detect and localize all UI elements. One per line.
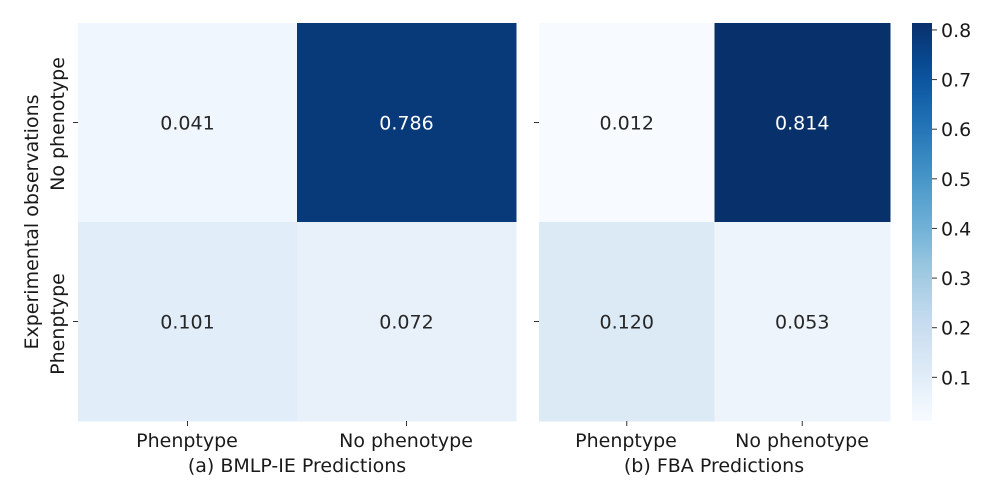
cell-value-label: 0.053 xyxy=(775,312,829,334)
heatmap-cell xyxy=(297,23,517,223)
colorbar-tick-label: 0.4 xyxy=(941,218,971,240)
cell-value-label: 0.120 xyxy=(600,312,654,334)
heatmap-cell xyxy=(539,23,715,223)
cell-value-label: 0.101 xyxy=(160,312,214,334)
y-axis-label: Experimental observations xyxy=(21,94,43,349)
colorbar-tick-label: 0.7 xyxy=(941,70,971,92)
cell-value-label: 0.012 xyxy=(600,113,654,135)
colorbar-tick-label: 0.1 xyxy=(941,367,971,389)
heatmap-cell xyxy=(714,222,891,422)
x-tick-label-no-phenotype: No phenotype xyxy=(339,430,473,452)
panel-fba: 0.012 0.814 0.120 0.053 Phenptype No phenot… xyxy=(534,23,891,477)
colorbar-tick-label: 0.8 xyxy=(941,20,971,42)
colorbar: 0.1 0.2 0.3 0.4 0.5 0.6 0.7 0.8 xyxy=(912,20,971,421)
x-tick-label-phenptype: Phenptype xyxy=(575,430,677,452)
cell-value-label: 0.814 xyxy=(775,113,829,135)
heatmap-cell xyxy=(714,23,891,223)
x-tick-label-no-phenotype: No phenotype xyxy=(735,430,869,452)
colorbar-gradient xyxy=(912,23,932,421)
panel-bmlp-ie: 0.041 0.786 0.101 0.072 No phenotype Phenpt… xyxy=(21,23,517,477)
x-axis-label-a: (a) BMLP-IE Predictions xyxy=(188,455,406,477)
y-tick-label-no-phenotype: No phenotype xyxy=(47,57,69,191)
colorbar-tick-label: 0.6 xyxy=(941,119,971,141)
x-tick-label-phenptype: Phenptype xyxy=(136,430,238,452)
cell-value-label: 0.072 xyxy=(379,312,433,334)
colorbar-tick-label: 0.3 xyxy=(941,268,971,290)
colorbar-tick-label: 0.5 xyxy=(941,169,971,191)
x-axis-label-b: (b) FBA Predictions xyxy=(624,455,804,477)
colorbar-tick-label: 0.2 xyxy=(941,318,971,340)
y-tick-label-phenptype: Phenptype xyxy=(47,273,69,375)
heatmap-cell xyxy=(78,23,298,223)
heatmap-cell xyxy=(539,222,715,422)
heatmap-cell xyxy=(78,222,298,422)
heatmap-cell xyxy=(297,222,517,422)
cell-value-label: 0.041 xyxy=(160,113,214,135)
cell-value-label: 0.786 xyxy=(379,113,433,135)
